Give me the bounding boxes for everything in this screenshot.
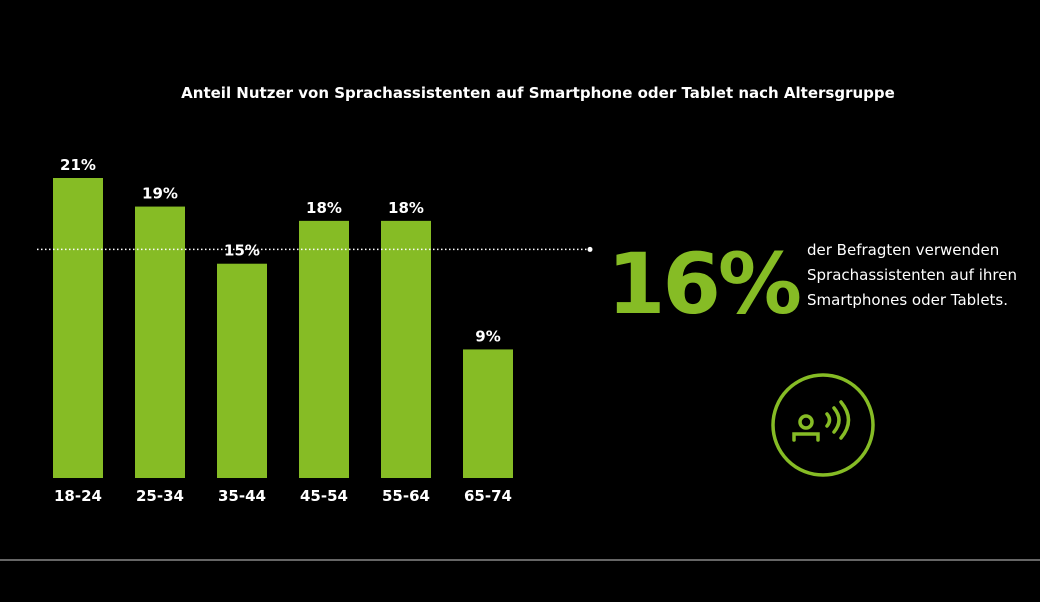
x-tick-label: 45-54 (300, 487, 348, 505)
x-tick-label: 65-74 (464, 487, 512, 505)
annotation: Smartphones oder Tablets. (807, 291, 1008, 309)
x-tick-label: 25-34 (136, 487, 184, 505)
x-tick-label: 18-24 (54, 487, 102, 505)
x-tick-label: 35-44 (218, 487, 266, 505)
voice-icon (771, 373, 875, 477)
bar (463, 349, 513, 478)
bar (381, 220, 431, 478)
value-label: 19% (142, 185, 178, 203)
value-label: 18% (388, 199, 424, 217)
annotation: der Befragten verwenden (807, 241, 999, 259)
bar (53, 178, 103, 478)
bar (135, 206, 185, 479)
reference-label: 16% (607, 235, 800, 333)
value-label: 18% (306, 199, 342, 217)
bar (299, 220, 349, 478)
reference-dot (587, 246, 593, 252)
annotation: Sprachassistenten auf ihren (807, 266, 1017, 284)
x-tick-label: 55-64 (382, 487, 430, 505)
bar (217, 263, 267, 478)
value-label: 21% (60, 156, 96, 174)
chart-title: Anteil Nutzer von Sprachassistenten auf … (181, 84, 895, 102)
value-label: 15% (224, 242, 260, 260)
value-label: 9% (475, 327, 500, 345)
